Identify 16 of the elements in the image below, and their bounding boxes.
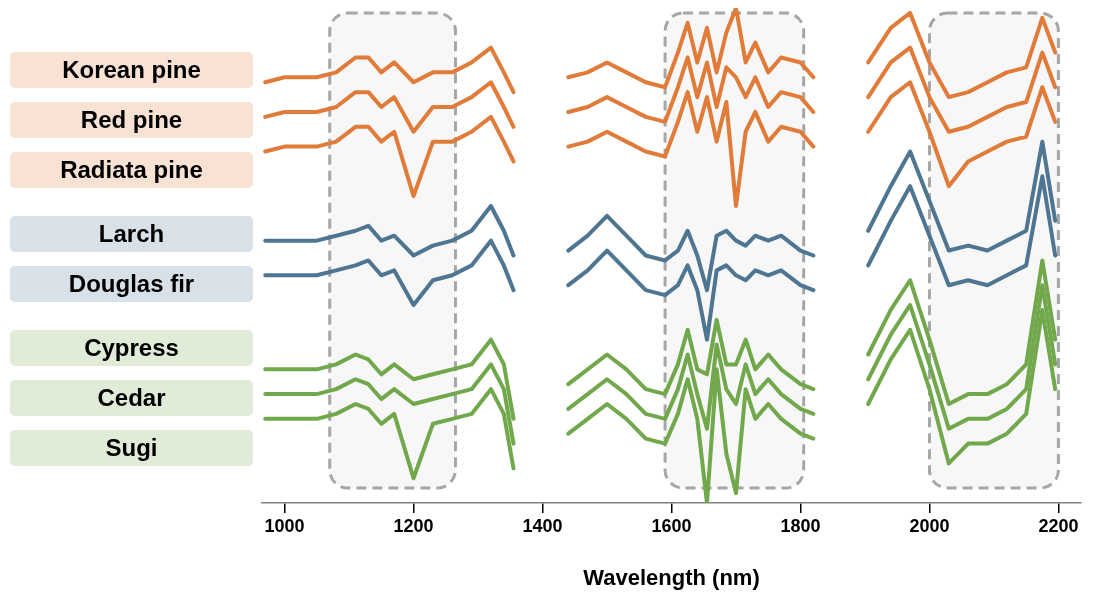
x-tick-label: 2000 [909, 515, 950, 536]
text: Sugi [10, 430, 253, 466]
text: Larch [10, 216, 253, 252]
x-tick-label: 1600 [651, 515, 692, 536]
text: Douglas fir [10, 266, 253, 302]
x-tick-label: 1800 [780, 515, 821, 536]
x-tick-label: 2200 [1038, 515, 1079, 536]
x-tick-label: 1400 [522, 515, 563, 536]
text: Korean pine [10, 52, 253, 88]
x-axis-title: Wavelength (nm) [583, 564, 760, 590]
x-tick-label: 1200 [393, 515, 434, 536]
text: Cedar [10, 380, 253, 416]
text: Cypress [10, 330, 253, 366]
x-tick-label: 1000 [264, 515, 305, 536]
text: Radiata pine [10, 152, 253, 188]
text: Red pine [10, 102, 253, 138]
